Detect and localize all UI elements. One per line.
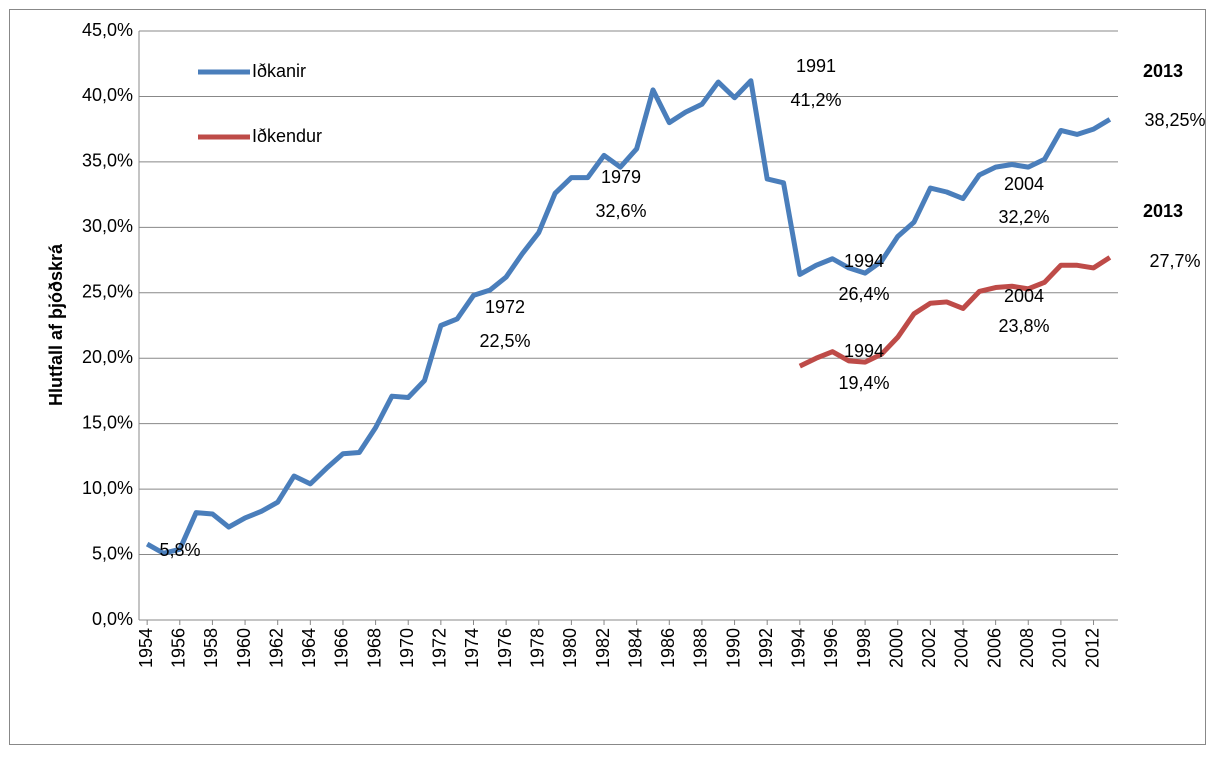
- x-tick-label: 1978: [528, 628, 548, 668]
- legend-label: Iðkendur: [252, 126, 322, 146]
- y-tick-label: 20,0%: [82, 347, 133, 367]
- annotation: 23,8%: [998, 316, 1049, 336]
- annotation: 2013: [1143, 61, 1183, 81]
- x-tick-label: 1992: [756, 628, 776, 668]
- x-tick-label: 1998: [854, 628, 874, 668]
- x-tick-label: 1986: [658, 628, 678, 668]
- x-tick-label: 1958: [201, 628, 221, 668]
- annotation: 1994: [844, 251, 884, 271]
- annotation: 2004: [1004, 174, 1044, 194]
- y-tick-label: 35,0%: [82, 151, 133, 171]
- series-line: [145, 78, 1112, 556]
- y-tick-label: 15,0%: [82, 412, 133, 432]
- y-tick-label: 40,0%: [82, 85, 133, 105]
- x-tick-label: 1966: [332, 628, 352, 668]
- x-tick-label: 1970: [397, 628, 417, 668]
- annotation: 32,2%: [998, 207, 1049, 227]
- x-tick-label: 1960: [234, 628, 254, 668]
- x-tick-label: 2008: [1017, 628, 1037, 668]
- annotation: 41,2%: [790, 90, 841, 110]
- x-tick-label: 1974: [462, 628, 482, 668]
- annotation: 1972: [485, 297, 525, 317]
- x-tick-label: 1984: [625, 628, 645, 668]
- annotation: 22,5%: [479, 331, 530, 351]
- y-tick-label: 30,0%: [82, 216, 133, 236]
- x-tick-label: 1980: [560, 628, 580, 668]
- x-tick-label: 2000: [886, 628, 906, 668]
- x-tick-label: 1994: [789, 628, 809, 668]
- annotation: 26,4%: [838, 284, 889, 304]
- annotation: 5,8%: [159, 540, 200, 560]
- x-tick-label: 1976: [495, 628, 515, 668]
- annotation: 27,7%: [1149, 251, 1200, 271]
- annotation: 2004: [1004, 286, 1044, 306]
- y-tick-label: 5,0%: [92, 543, 133, 563]
- annotation: 32,6%: [595, 201, 646, 221]
- x-tick-label: 2004: [952, 628, 972, 668]
- x-tick-label: 1968: [364, 628, 384, 668]
- annotation: 1994: [844, 341, 884, 361]
- y-tick-label: 10,0%: [82, 478, 133, 498]
- x-tick-label: 1990: [723, 628, 743, 668]
- x-tick-label: 1964: [299, 628, 319, 668]
- x-tick-label: 1972: [430, 628, 450, 668]
- y-axis-label: Hlutfall af þjóðskrá: [46, 243, 66, 406]
- x-tick-label: 2006: [984, 628, 1004, 668]
- y-tick-label: 25,0%: [82, 282, 133, 302]
- x-tick-label: 1982: [593, 628, 613, 668]
- annotation: 2013: [1143, 201, 1183, 221]
- y-tick-label: 45,0%: [82, 20, 133, 40]
- x-tick-label: 2010: [1050, 628, 1070, 668]
- annotation: 38,25%: [1144, 110, 1205, 130]
- x-tick-label: 1996: [821, 628, 841, 668]
- x-tick-label: 2002: [919, 628, 939, 668]
- x-tick-label: 1954: [136, 628, 156, 668]
- chart-border: [9, 9, 1206, 745]
- annotation: 19,4%: [838, 373, 889, 393]
- annotation: 1979: [601, 167, 641, 187]
- x-tick-label: 2012: [1082, 628, 1102, 668]
- series-line: [798, 255, 1112, 369]
- annotation: 1991: [796, 56, 836, 76]
- x-tick-label: 1956: [169, 628, 189, 668]
- legend-label: Iðkanir: [252, 61, 306, 81]
- x-tick-label: 1988: [691, 628, 711, 668]
- y-tick-label: 0,0%: [92, 609, 133, 629]
- x-tick-label: 1962: [266, 628, 286, 668]
